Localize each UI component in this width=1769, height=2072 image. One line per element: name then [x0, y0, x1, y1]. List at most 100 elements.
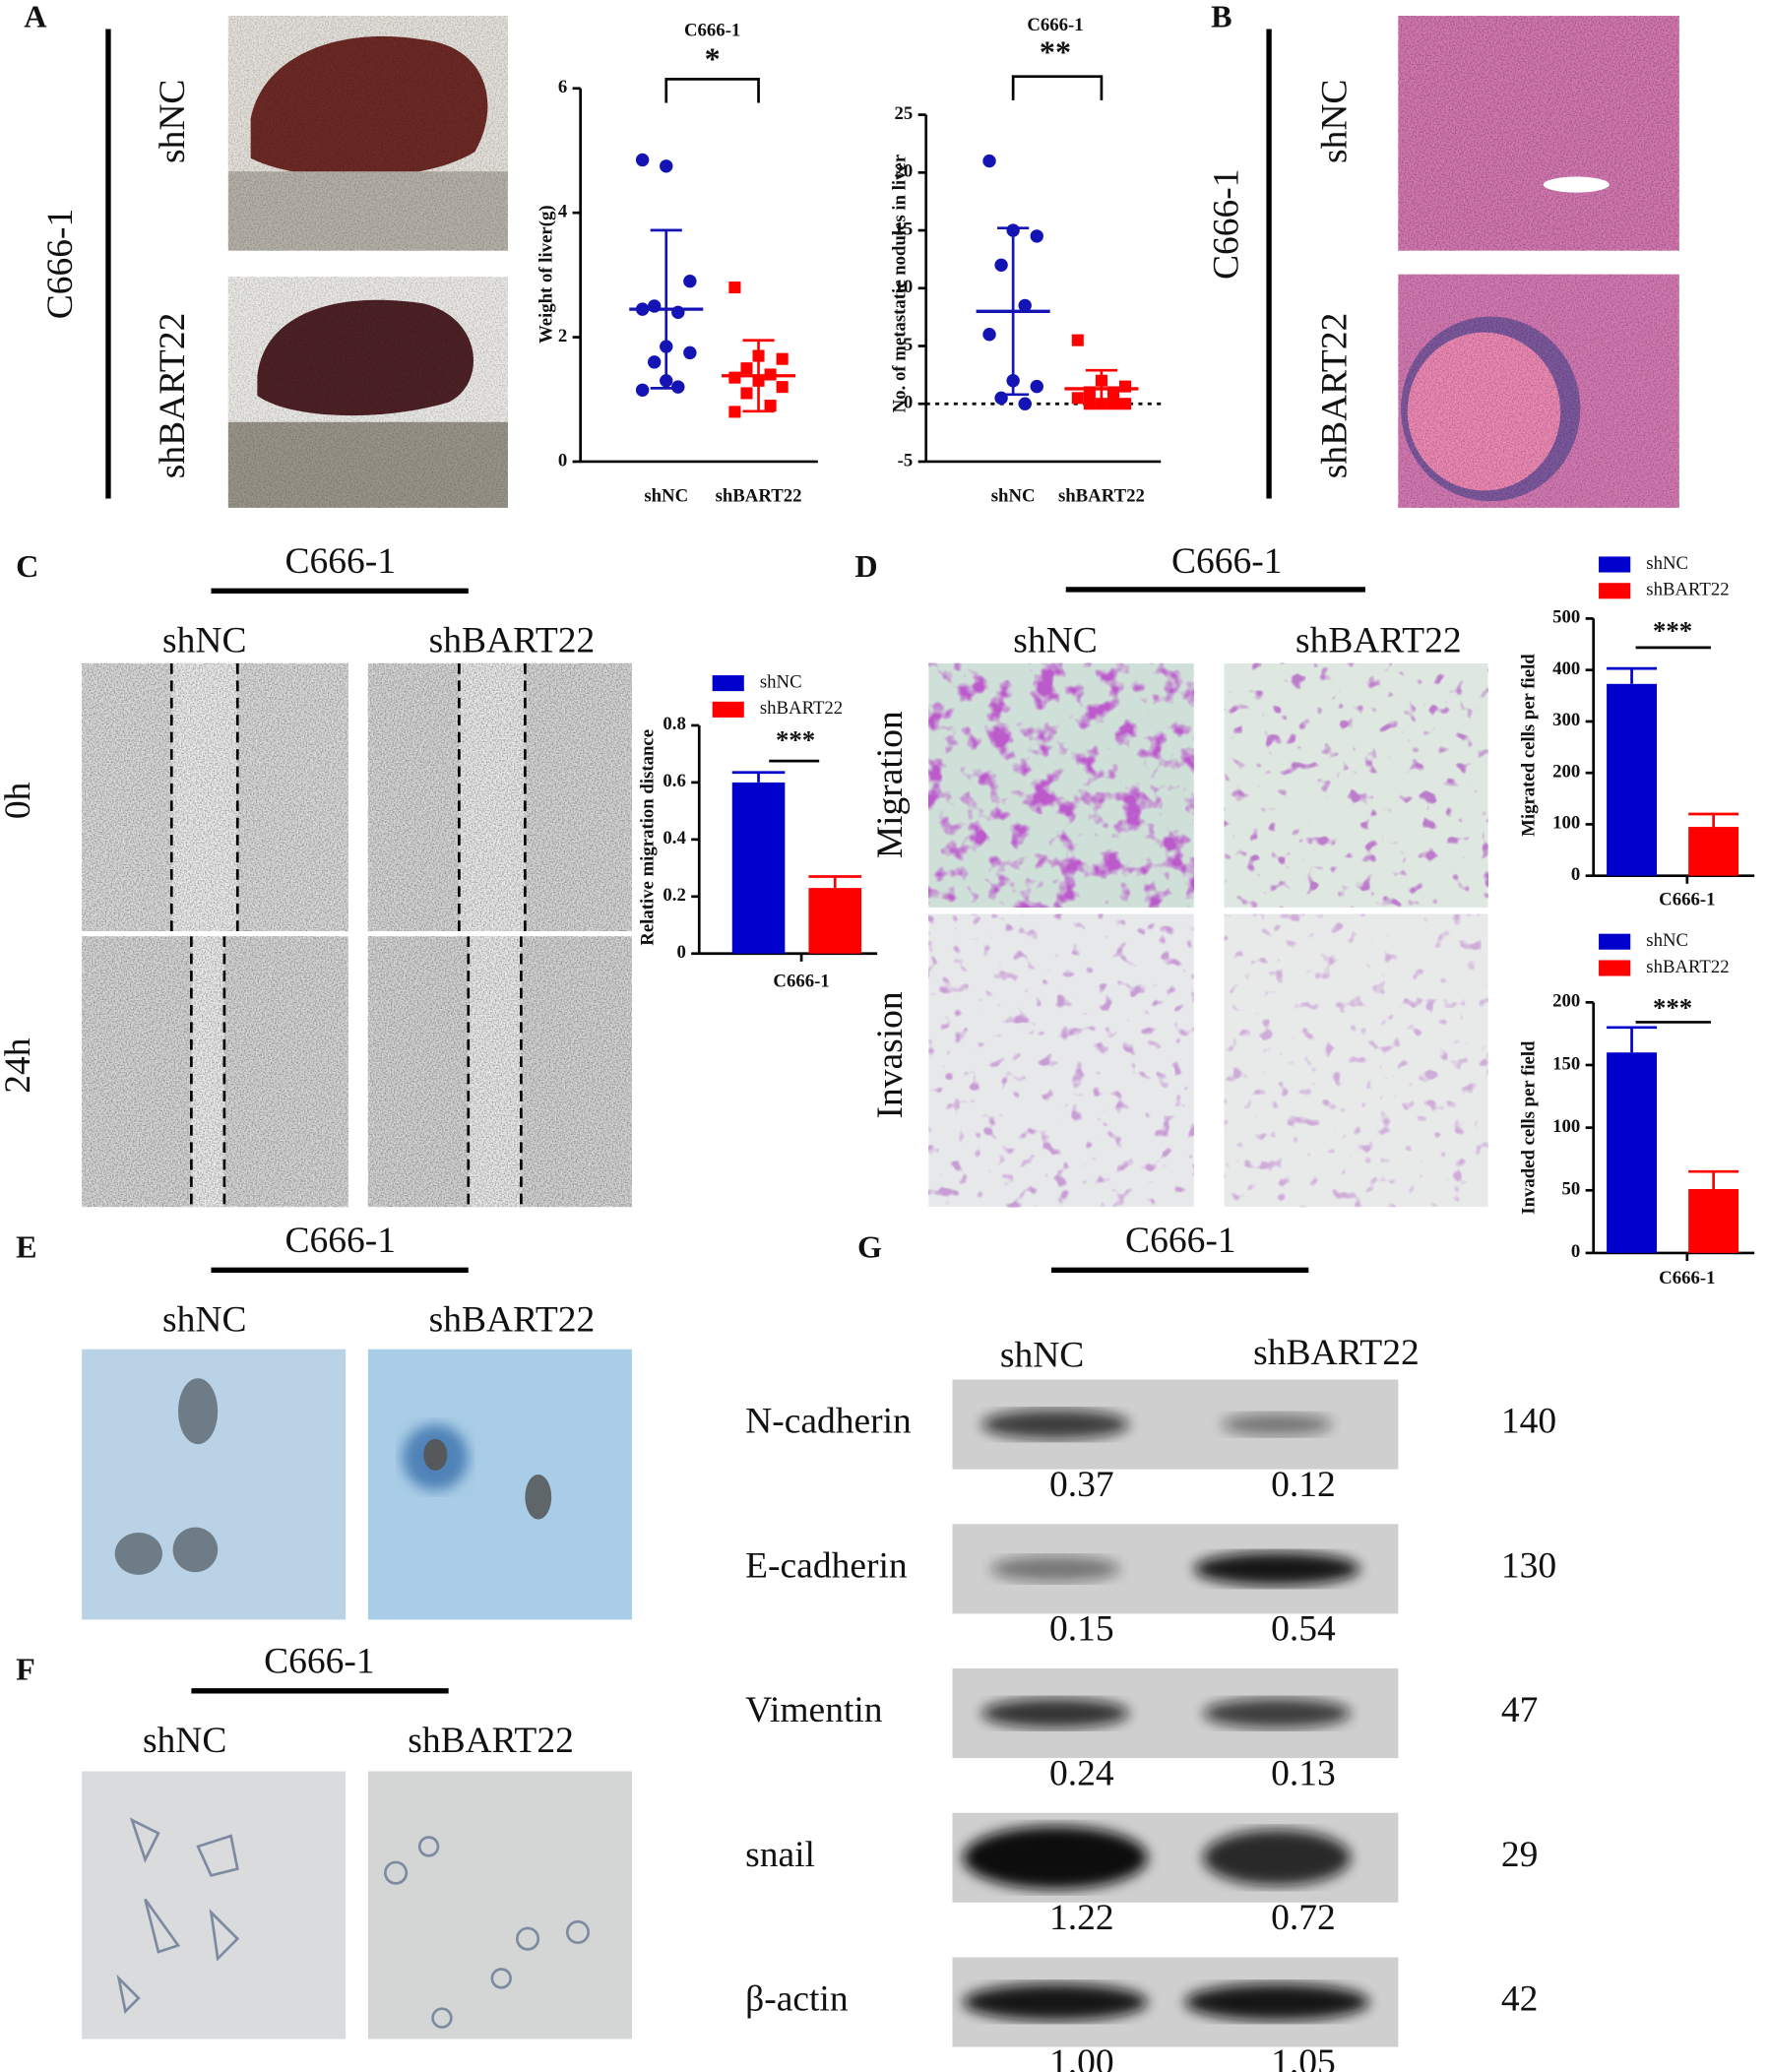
x-axis-label: C666-1: [1659, 1268, 1715, 1288]
data-point: [728, 406, 741, 418]
error-bar: [1607, 666, 1658, 684]
data-point: [1030, 229, 1043, 243]
group-label: shNC: [1000, 1336, 1084, 1376]
group-label: shNC: [153, 80, 193, 163]
legend-swatch: [1599, 556, 1631, 573]
y-tick-label: 0.4: [663, 828, 686, 848]
kda-label: 29: [1501, 1835, 1539, 1875]
blot-band: [1221, 1413, 1333, 1436]
y-tick-label: 0: [1571, 1241, 1580, 1262]
assay-label: Invasion: [870, 991, 911, 1118]
panel-label: B: [1211, 0, 1232, 33]
panel-label: G: [857, 1229, 882, 1265]
error-bar: [1688, 1169, 1739, 1189]
data-point: [1018, 298, 1032, 313]
legend-swatch: [712, 675, 744, 692]
significance-bracket: [1011, 75, 1104, 100]
bar: [1607, 1052, 1658, 1253]
data-point: [982, 154, 996, 168]
legend-swatch: [1599, 583, 1631, 599]
chart: -5 0 5 10 15 20 25 No. of metastatic nodules in…: [890, 15, 1162, 506]
liver-photo: [227, 16, 508, 508]
y-axis-label: Weight of liver(g): [536, 205, 556, 344]
x-tick-label: shNC: [644, 485, 688, 506]
x-axis-label: C666-1: [1659, 889, 1715, 910]
significance-label: ***: [1653, 993, 1692, 1023]
sd-bar: [1085, 368, 1117, 409]
legend-swatch: [712, 701, 744, 718]
group-label: shNC: [1013, 620, 1097, 660]
sd-bar: [650, 228, 682, 390]
data-point: [764, 400, 777, 412]
group-label: shBART22: [1253, 1333, 1420, 1373]
y-axis-label: Invaded cells per field: [1519, 1040, 1540, 1215]
ratio-label: 0.37: [1049, 1465, 1114, 1505]
western-blot: 0.37 0.12 N-cadherin 140 0.15 0.54 E-cadherin 1…: [745, 1379, 1556, 2072]
data-point: [994, 258, 1008, 272]
data-point: [982, 328, 996, 342]
data-point: [776, 352, 789, 365]
data-point: [1030, 379, 1043, 394]
sd-bar: [997, 226, 1030, 397]
error-bar: [1607, 1026, 1658, 1053]
legend-label: shBART22: [1646, 580, 1729, 600]
group-label: shNC: [162, 620, 246, 660]
blot-band: [963, 1983, 1148, 2021]
ratio-label: 0.72: [1271, 1898, 1336, 1938]
y-tick-label: 50: [1562, 1179, 1581, 1200]
bar: [808, 888, 862, 954]
kda-label: 140: [1501, 1402, 1556, 1442]
y-tick-label: 0.8: [663, 714, 685, 734]
group-label: shNC: [1314, 80, 1355, 163]
kda-label: 47: [1501, 1690, 1539, 1730]
ratio-label: 1.05: [1271, 2042, 1336, 2072]
blot-band: [1184, 1983, 1369, 2021]
x-tick-label: shBART22: [1058, 485, 1145, 506]
y-tick-label: 25: [895, 103, 914, 124]
sd-bar: [742, 339, 775, 413]
group-label: shBART22: [153, 313, 193, 479]
y-tick-label: 200: [1552, 991, 1580, 1012]
data-point: [683, 345, 697, 360]
significance-label: **: [1040, 34, 1071, 70]
ratio-label: 0.24: [1049, 1753, 1114, 1793]
bar: [1688, 1188, 1739, 1253]
group-label: shBART22: [429, 620, 596, 660]
ratio-label: 1.22: [1049, 1898, 1114, 1938]
y-tick-label: -5: [898, 450, 914, 471]
kda-label: 130: [1501, 1545, 1556, 1586]
blot-band: [980, 1698, 1130, 1728]
data-point: [660, 159, 673, 173]
assay-label: Migration: [870, 711, 911, 858]
blot-band: [963, 1826, 1148, 1890]
cell-line-label: C666-1: [1125, 1221, 1236, 1261]
transwell-photo: [928, 662, 1488, 1208]
panel-label: D: [854, 548, 877, 584]
cell-line-label: C666-1: [1171, 541, 1283, 582]
group-label: shBART22: [429, 1300, 596, 1341]
chart: 0 2 4 6 Weight of liver(g) *C666-1 shNC shBART2…: [536, 20, 818, 506]
data-point: [683, 274, 697, 288]
data-point: [1071, 334, 1084, 346]
error-bar: [731, 771, 786, 783]
kda-label: 42: [1501, 1979, 1539, 2020]
cell-photo: [82, 1771, 632, 2040]
blot-band: [980, 1410, 1130, 1440]
y-tick-label: 200: [1552, 761, 1580, 782]
blot-band: [1203, 1829, 1352, 1886]
ratio-label: 1.00: [1049, 2042, 1114, 2072]
y-tick-label: 0: [904, 393, 913, 413]
cell-line-label: C666-1: [1206, 169, 1246, 281]
panel-label: C: [16, 548, 38, 584]
y-tick-label: 500: [1552, 607, 1580, 628]
significance-label: *: [705, 40, 721, 76]
y-axis-label: Relative migration distance: [638, 729, 659, 946]
data-point: [635, 383, 650, 397]
x-axis-label: C666-1: [773, 972, 829, 992]
chart: 0 100 200 300 400 500 Migrated cells per field…: [1519, 553, 1755, 910]
y-tick-label: 0.2: [663, 885, 685, 906]
data-point: [740, 362, 753, 375]
